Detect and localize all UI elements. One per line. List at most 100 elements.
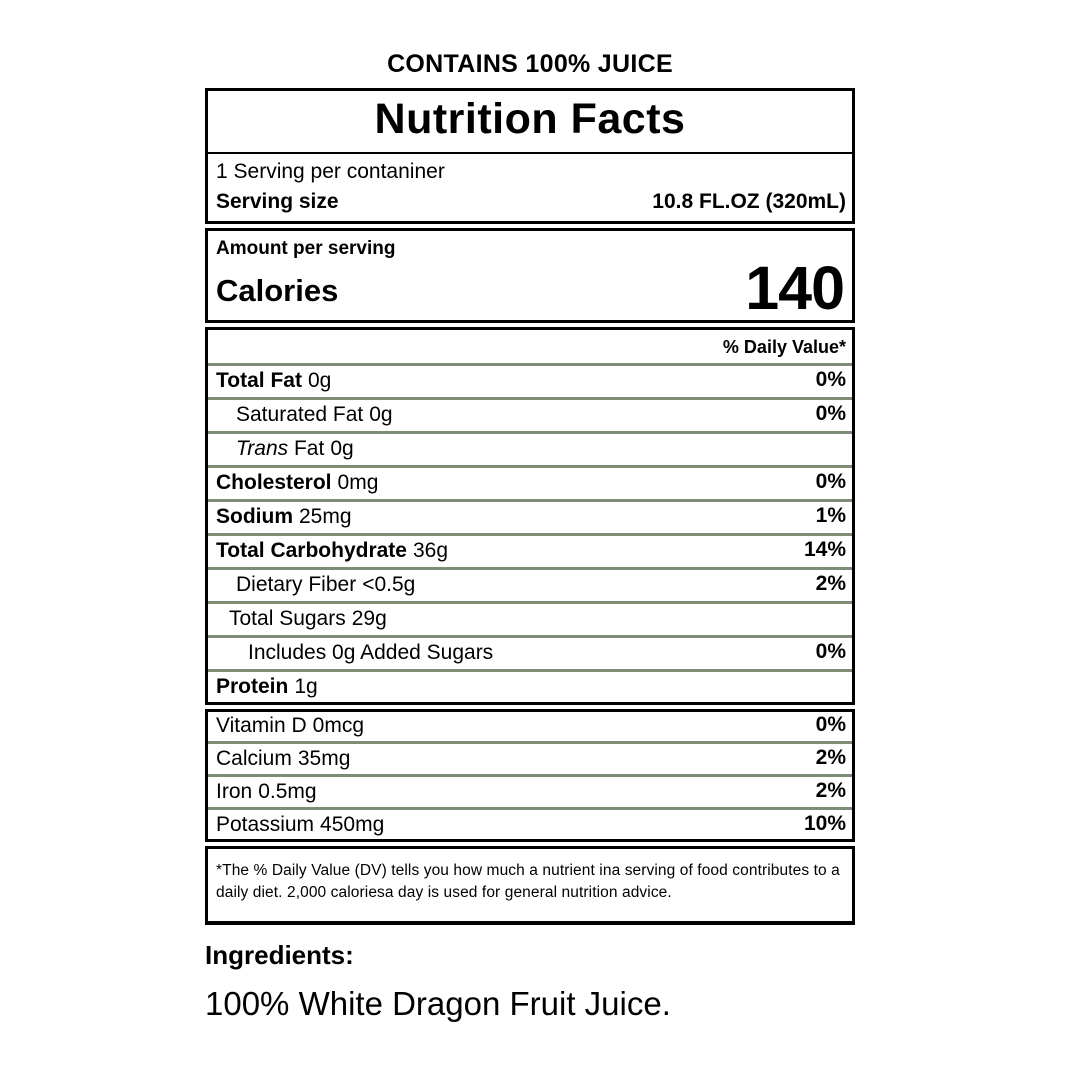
vitamins-section: Vitamin D 0mcg 0% Calcium 35mg 2% Iron 0.5mg 2% P… (205, 709, 855, 843)
nutrient-amount: 0g (307, 369, 332, 393)
nutrient-amount: <0.5g (362, 573, 416, 597)
amount-per-serving-label: Amount per serving (216, 238, 396, 260)
row-separator (208, 601, 852, 605)
nutrient-daily-value: 0% (815, 470, 846, 494)
nutrient-row: Vitamin D 0mcg 0% (208, 712, 852, 740)
nutrient-daily-value: 0% (815, 713, 846, 737)
nutrient-label: Saturated Fat 0g (236, 403, 393, 430)
row-separator (208, 774, 852, 778)
nutrient-label: Sodium 25mg (216, 505, 352, 532)
nutrient-amount: 0mcg (312, 714, 365, 738)
nutrient-row: Calcium 35mg 2% (208, 745, 852, 773)
nutrient-amount: 25mg (299, 505, 352, 529)
nutrient-label: Vitamin D 0mcg (216, 714, 364, 738)
nutrient-amount: 0g (369, 403, 393, 427)
row-separator (208, 465, 852, 469)
nutrient-row: Potassium 450mg 10% (208, 811, 852, 839)
nutrient-name-italic: Trans (236, 437, 289, 461)
nutrient-amount: 0g (330, 437, 354, 461)
nutrient-row: Total Carbohydrate 36g 14% (208, 537, 852, 566)
nutrient-amount: 35mg (297, 747, 351, 771)
daily-value-header: % Daily Value* (722, 337, 846, 358)
nutrient-name: Protein (216, 675, 289, 699)
nutrient-daily-value: 1% (815, 504, 846, 528)
row-separator (208, 363, 852, 367)
nutrient-name: Total Carbohydrate (216, 539, 407, 563)
row-separator (208, 567, 852, 571)
nutrient-amount: 0mg (337, 471, 379, 495)
row-separator (208, 431, 852, 435)
nutrient-row: Trans Fat 0g (208, 435, 852, 464)
row-separator (208, 499, 852, 503)
nutrient-label: Total Fat 0g (216, 369, 331, 396)
label-title: Nutrition Facts (208, 91, 852, 155)
row-separator (208, 741, 852, 745)
ingredients-section: Ingredients: 100% White Dragon Fruit Jui… (205, 940, 905, 1023)
nutrient-row: Cholesterol 0mg 0% (208, 469, 852, 498)
nutrient-amount: 36g (412, 539, 449, 563)
label-header-section: Nutrition Facts 1 Serving per contaniner… (205, 88, 855, 225)
nutrition-facts-label: Nutrition Facts 1 Serving per contaniner… (205, 88, 855, 926)
nutrient-daily-value: 0% (815, 402, 846, 426)
serving-size-row: Serving size 10.8 FL.OZ (320mL) (208, 186, 852, 221)
nutrient-row: Total Sugars 29g (208, 605, 852, 634)
nutrient-daily-value: 2% (815, 746, 846, 770)
footnote-section: *The % Daily Value (DV) tells you how mu… (205, 846, 855, 926)
nutrient-name: Sodium (216, 505, 293, 529)
nutrient-label: Calcium 35mg (216, 747, 350, 771)
nutrient-row: Saturated Fat 0g 0% (208, 401, 852, 430)
nutrient-daily-value: 10% (803, 812, 846, 836)
nutrient-daily-value: 0% (815, 640, 846, 664)
nutrient-label: Cholesterol 0mg (216, 471, 378, 498)
nutrient-name: Fat (288, 437, 325, 461)
serving-size-value: 10.8 FL.OZ (320mL) (652, 190, 846, 214)
nutrient-label: Trans Fat 0g (236, 437, 354, 464)
contains-juice-heading: CONTAINS 100% JUICE (387, 50, 673, 78)
nutrient-amount: 0.5mg (258, 780, 317, 804)
row-separator (208, 397, 852, 401)
nutrient-amount: 450mg (320, 813, 385, 837)
nutrient-rows-container: Total Fat 0g 0% Saturated Fat 0g 0% Trans Fat 0… (208, 363, 852, 702)
nutrient-row: Total Fat 0g 0% (208, 367, 852, 396)
nutrient-name: Total Fat (216, 369, 302, 393)
nutrient-daily-value: 0% (815, 368, 846, 392)
nutrient-row: Includes 0g Added Sugars 0% (208, 639, 852, 668)
nutrient-daily-value: 14% (803, 538, 846, 562)
nutrient-row: Protein 1g (208, 673, 852, 702)
servings-per-container: 1 Serving per contaniner (216, 160, 445, 184)
nutrient-label: Total Sugars 29g (229, 607, 387, 634)
row-separator (208, 635, 852, 639)
ingredients-heading: Ingredients: (205, 940, 354, 970)
nutrient-label: Potassium 450mg (216, 813, 384, 837)
ingredients-text: 100% White Dragon Fruit Juice. (205, 985, 671, 1022)
calories-label: Calories (216, 273, 339, 309)
nutrient-name: Cholesterol (216, 471, 332, 495)
nutrient-row: Sodium 25mg 1% (208, 503, 852, 532)
vitamin-rows-container: Vitamin D 0mcg 0% Calcium 35mg 2% Iron 0.5mg 2% P… (208, 712, 852, 839)
nutrient-name: Total Sugars (229, 607, 346, 631)
nutrient-name: Dietary Fiber (236, 573, 357, 597)
row-separator (208, 533, 852, 537)
calories-value: 140 (745, 254, 845, 323)
nutrient-label: Total Carbohydrate 36g (216, 539, 448, 566)
calories-row: Calories 140 (216, 254, 845, 323)
nutrient-name: Calcium (216, 747, 292, 771)
nutrient-name: Potassium (216, 813, 315, 837)
nutrient-amount: 29g (351, 607, 387, 631)
nutrients-section: % Daily Value* Total Fat 0g 0% Saturated Fa… (205, 327, 855, 706)
row-separator (208, 669, 852, 673)
nutrient-row: Dietary Fiber <0.5g 2% (208, 571, 852, 600)
nutrient-label: Dietary Fiber <0.5g (236, 573, 415, 600)
nutrient-daily-value: 2% (815, 779, 846, 803)
nutrient-label: Protein 1g (216, 675, 318, 702)
nutrient-name: Saturated Fat (236, 403, 364, 427)
nutrient-name: Iron (216, 780, 253, 804)
daily-value-footnote: *The % Daily Value (DV) tells you how mu… (216, 862, 840, 902)
nutrient-name: Includes 0g Added Sugars (248, 641, 494, 665)
row-separator (208, 807, 852, 811)
calories-section: Amount per serving Calories 140 (205, 228, 855, 324)
serving-size-label: Serving size (216, 190, 339, 214)
nutrient-label: Iron 0.5mg (216, 780, 317, 804)
nutrient-row: Iron 0.5mg 2% (208, 778, 852, 806)
nutrient-amount: 1g (294, 675, 318, 699)
